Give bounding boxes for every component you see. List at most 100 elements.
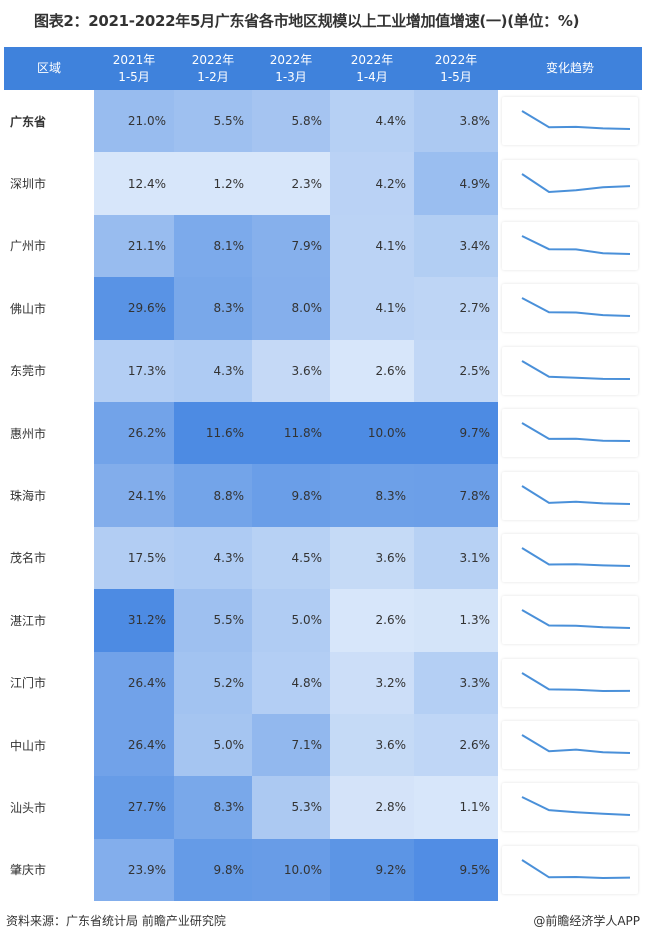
- value-cell: 9.8%: [174, 838, 252, 902]
- value-cell: 7.1%: [252, 713, 330, 777]
- value-cell: 21.1%: [94, 214, 174, 278]
- value-cell: 4.1%: [330, 277, 414, 340]
- value-cell: 7.8%: [414, 464, 498, 527]
- value-cell: 4.5%: [252, 526, 330, 590]
- sparkline: [521, 796, 631, 817]
- value-cell: 7.9%: [252, 214, 330, 278]
- sparkline-series: [521, 734, 631, 755]
- sparkline: [521, 734, 631, 755]
- sparkline: [521, 859, 631, 879]
- value-cell: 4.3%: [174, 339, 252, 402]
- sparkline-box: [502, 721, 638, 770]
- region-label: 湛江市: [4, 589, 94, 652]
- sparkline: [521, 235, 631, 255]
- value-cell: 4.8%: [252, 651, 330, 714]
- value-cell: 23.9%: [94, 838, 174, 902]
- table-row: 东莞市 17.3% 4.3% 3.6% 2.6% 2.5%: [4, 339, 642, 402]
- value-cell: 4.2%: [330, 152, 414, 215]
- sparkline-box: [502, 658, 638, 707]
- value-cell: 4.3%: [174, 526, 252, 590]
- sparkline: [521, 297, 631, 318]
- sparkline-box: [502, 97, 638, 146]
- value-cell: 2.3%: [252, 152, 330, 215]
- table-row: 湛江市 31.2% 5.5% 5.0% 2.6% 1.3%: [4, 589, 642, 652]
- trend-cell: [498, 339, 642, 402]
- trend-cell: [498, 526, 642, 590]
- value-cell: 5.2%: [174, 651, 252, 714]
- value-cell: 1.3%: [414, 589, 498, 652]
- region-label: 东莞市: [4, 339, 94, 402]
- brand-credit: @前瞻经济学人APP: [533, 914, 640, 928]
- trend-cell: [498, 214, 642, 278]
- region-label: 中山市: [4, 713, 94, 777]
- sparkline-box: [502, 471, 638, 520]
- value-cell: 2.8%: [330, 776, 414, 839]
- table-row: 肇庆市 23.9% 9.8% 10.0% 9.2% 9.5%: [4, 838, 642, 902]
- value-cell: 5.3%: [252, 776, 330, 839]
- sparkline-box: [502, 284, 638, 333]
- sparkline-box: [502, 346, 638, 395]
- sparkline-series: [521, 297, 631, 318]
- sparkline: [521, 359, 631, 380]
- trend-cell: [498, 152, 642, 215]
- value-cell: 3.6%: [330, 526, 414, 590]
- value-cell: 26.2%: [94, 401, 174, 465]
- value-cell: 11.8%: [252, 401, 330, 465]
- table-row: 深圳市 12.4% 1.2% 2.3% 4.2% 4.9%: [4, 152, 642, 215]
- region-label: 肇庆市: [4, 838, 94, 902]
- column-header: 区域: [4, 47, 94, 90]
- trend-cell: [498, 776, 642, 839]
- trend-cell: [498, 464, 642, 527]
- column-header: 2021年 1-5月: [94, 47, 174, 90]
- value-cell: 5.5%: [174, 589, 252, 652]
- value-cell: 4.9%: [414, 152, 498, 215]
- value-cell: 3.6%: [252, 339, 330, 402]
- value-cell: 10.0%: [330, 401, 414, 465]
- sparkline: [521, 110, 631, 131]
- region-label: 珠海市: [4, 464, 94, 527]
- sparkline-series: [521, 859, 631, 879]
- table-row: 广州市 21.1% 8.1% 7.9% 4.1% 3.4%: [4, 214, 642, 278]
- sparkline-box: [502, 596, 638, 645]
- column-header: 2022年 1-4月: [330, 47, 414, 90]
- value-cell: 4.1%: [330, 214, 414, 278]
- value-cell: 8.8%: [174, 464, 252, 527]
- value-cell: 5.8%: [252, 90, 330, 153]
- trend-cell: [498, 589, 642, 652]
- sparkline-series: [521, 422, 631, 443]
- sparkline-series: [521, 671, 631, 692]
- sparkline-series: [521, 796, 631, 817]
- value-cell: 8.0%: [252, 277, 330, 340]
- value-cell: 1.1%: [414, 776, 498, 839]
- region-label: 茂名市: [4, 526, 94, 590]
- sparkline-box: [502, 409, 638, 458]
- chart-title: 图表2：2021-2022年5月广东省各市地区规模以上工业增加值增速(一)(单位…: [34, 12, 580, 30]
- value-cell: 11.6%: [174, 401, 252, 465]
- sparkline-series: [521, 359, 631, 380]
- region-label: 广东省: [4, 90, 94, 153]
- value-cell: 26.4%: [94, 651, 174, 714]
- table-row: 茂名市 17.5% 4.3% 4.5% 3.6% 3.1%: [4, 526, 642, 590]
- table-row: 汕头市 27.7% 8.3% 5.3% 2.8% 1.1%: [4, 776, 642, 839]
- source-note: 资料来源：广东省统计局 前瞻产业研究院: [6, 914, 226, 928]
- sparkline-box: [502, 221, 638, 270]
- trend-cell: [498, 277, 642, 340]
- sparkline: [521, 422, 631, 443]
- value-cell: 9.5%: [414, 838, 498, 902]
- sparkline-series: [521, 484, 631, 505]
- value-cell: 31.2%: [94, 589, 174, 652]
- sparkline-box: [502, 845, 638, 894]
- value-cell: 9.7%: [414, 401, 498, 465]
- table-body: 广东省 21.0% 5.5% 5.8% 4.4% 3.8% 深圳市 12.4% 1.2% 2.3%…: [4, 90, 642, 902]
- value-cell: 8.3%: [330, 464, 414, 527]
- region-label: 广州市: [4, 214, 94, 278]
- footer: 资料来源：广东省统计局 前瞻产业研究院 @前瞻经济学人APP: [0, 910, 646, 934]
- region-label: 惠州市: [4, 401, 94, 465]
- sparkline: [521, 609, 631, 630]
- table-row: 江门市 26.4% 5.2% 4.8% 3.2% 3.3%: [4, 651, 642, 714]
- table-row: 中山市 26.4% 5.0% 7.1% 3.6% 2.6%: [4, 713, 642, 777]
- value-cell: 17.5%: [94, 526, 174, 590]
- value-cell: 8.3%: [174, 776, 252, 839]
- value-cell: 2.5%: [414, 339, 498, 402]
- sparkline: [521, 547, 631, 567]
